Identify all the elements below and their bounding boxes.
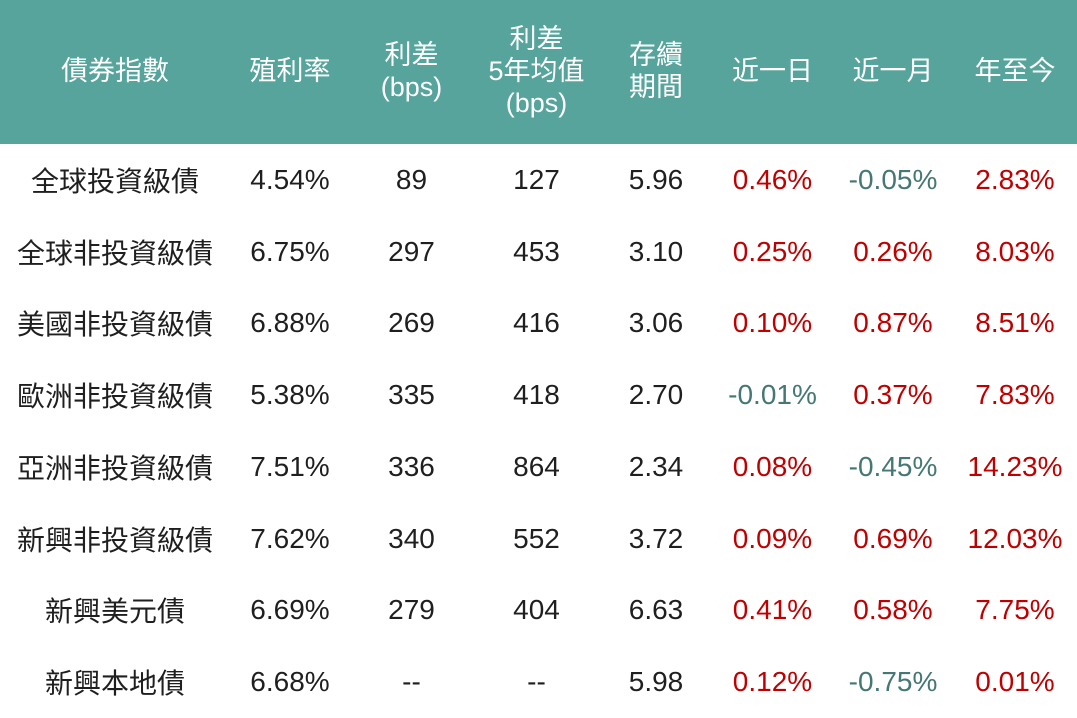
- change-1day: -0.01%: [728, 379, 817, 411]
- bond-index-name: 歐洲非投資級債: [16, 381, 213, 413]
- spread-value: 340: [388, 522, 435, 554]
- spread-value: 269: [388, 307, 435, 339]
- yield-value: 6.88%: [250, 307, 330, 339]
- table-row: 新興美元債 6.69% 279 404 6.63 0.41% 0.58% 7.7…: [0, 575, 1077, 647]
- duration-value: 2.34: [628, 450, 684, 482]
- bond-index-name: 新興本地債: [44, 668, 185, 700]
- yield-value: 7.62%: [250, 522, 330, 554]
- table-row: 全球非投資級債 6.75% 297 453 3.10 0.25% 0.26% 8…: [0, 216, 1077, 288]
- change-1day: 0.09%: [732, 522, 813, 554]
- change-1month: -0.05%: [848, 163, 938, 195]
- spread-5y-value: 552: [513, 522, 560, 554]
- change-ytd: 14.23%: [967, 450, 1063, 482]
- table-row: 新興非投資級債 7.62% 340 552 3.72 0.09% 0.69% 1…: [0, 503, 1077, 575]
- yield-value: 6.68%: [250, 666, 330, 698]
- header-row: 債券指數 殖利率 利差 (bps) 利差 5年均值 (bps) 存續 期間 近一…: [0, 0, 1077, 144]
- change-ytd: 8.03%: [975, 235, 1055, 267]
- change-1day: 0.10%: [732, 307, 813, 339]
- spread-5y-value: 404: [513, 594, 560, 626]
- change-1day: 0.25%: [732, 235, 813, 267]
- change-1month: 0.87%: [853, 307, 933, 339]
- spread-5y-value: 864: [513, 450, 560, 482]
- spread-value: 336: [388, 450, 435, 482]
- yield-value: 7.51%: [250, 450, 330, 482]
- bond-index-name: 新興美元債: [44, 596, 185, 628]
- header-spread-5y-avg: 利差 5年均值 (bps): [488, 24, 585, 118]
- change-1day: 0.12%: [732, 666, 813, 698]
- header-ytd: 年至今: [974, 56, 1056, 87]
- header-1day: 近一日: [732, 56, 813, 87]
- duration-value: 6.63: [628, 594, 684, 626]
- yield-value: 4.54%: [250, 163, 330, 195]
- header-duration: 存續 期間: [629, 40, 683, 102]
- table-row: 亞洲非投資級債 7.51% 336 864 2.34 0.08% -0.45% …: [0, 431, 1077, 503]
- change-1month: 0.26%: [853, 235, 933, 267]
- change-1day: 0.41%: [732, 594, 813, 626]
- spread-value: --: [402, 666, 421, 698]
- bond-index-name: 新興非投資級債: [16, 524, 213, 556]
- table-row: 新興本地債 6.68% -- -- 5.98 0.12% -0.75% 0.01…: [0, 646, 1077, 718]
- bond-index-name: 美國非投資級債: [16, 309, 213, 341]
- table-row: 美國非投資級債 6.88% 269 416 3.06 0.10% 0.87% 8…: [0, 288, 1077, 360]
- spread-value: 89: [395, 163, 428, 195]
- bond-index-name: 全球非投資級債: [16, 237, 213, 269]
- spread-5y-value: --: [527, 666, 546, 698]
- change-ytd: 2.83%: [975, 163, 1055, 195]
- change-ytd: 12.03%: [967, 522, 1063, 554]
- change-1month: 0.37%: [853, 379, 933, 411]
- yield-value: 6.69%: [250, 594, 330, 626]
- duration-value: 3.72: [628, 522, 684, 554]
- spread-value: 297: [388, 235, 435, 267]
- change-1month: 0.69%: [853, 522, 933, 554]
- spread-5y-value: 416: [513, 307, 560, 339]
- header-spread-bps: 利差 (bps): [380, 40, 443, 102]
- spread-5y-value: 418: [513, 379, 560, 411]
- spread-5y-value: 453: [513, 235, 560, 267]
- duration-value: 3.10: [628, 235, 684, 267]
- spread-value: 279: [388, 594, 435, 626]
- table-row: 歐洲非投資級債 5.38% 335 418 2.70 -0.01% 0.37% …: [0, 359, 1077, 431]
- spread-value: 335: [388, 379, 435, 411]
- header-yield: 殖利率: [249, 56, 331, 87]
- change-1day: 0.46%: [732, 163, 813, 195]
- table-row: 全球投資級債 4.54% 89 127 5.96 0.46% -0.05% 2.…: [0, 144, 1077, 216]
- header-bond-index: 債券指數: [61, 56, 169, 87]
- duration-value: 5.96: [628, 163, 684, 195]
- change-ytd: 0.01%: [975, 666, 1055, 698]
- yield-value: 6.75%: [250, 235, 330, 267]
- change-ytd: 8.51%: [975, 307, 1055, 339]
- change-1month: -0.75%: [848, 666, 938, 698]
- change-1month: 0.58%: [853, 594, 933, 626]
- change-1day: 0.08%: [732, 450, 813, 482]
- duration-value: 2.70: [628, 379, 684, 411]
- duration-value: 3.06: [628, 307, 684, 339]
- change-1month: -0.45%: [848, 450, 938, 482]
- change-ytd: 7.83%: [975, 379, 1055, 411]
- spread-5y-value: 127: [513, 163, 560, 195]
- duration-value: 5.98: [628, 666, 684, 698]
- yield-value: 5.38%: [250, 379, 330, 411]
- change-ytd: 7.75%: [975, 594, 1055, 626]
- header-1month: 近一月: [852, 56, 934, 87]
- bond-index-name: 亞洲非投資級債: [16, 452, 213, 484]
- bond-index-name: 全球投資級債: [30, 165, 199, 197]
